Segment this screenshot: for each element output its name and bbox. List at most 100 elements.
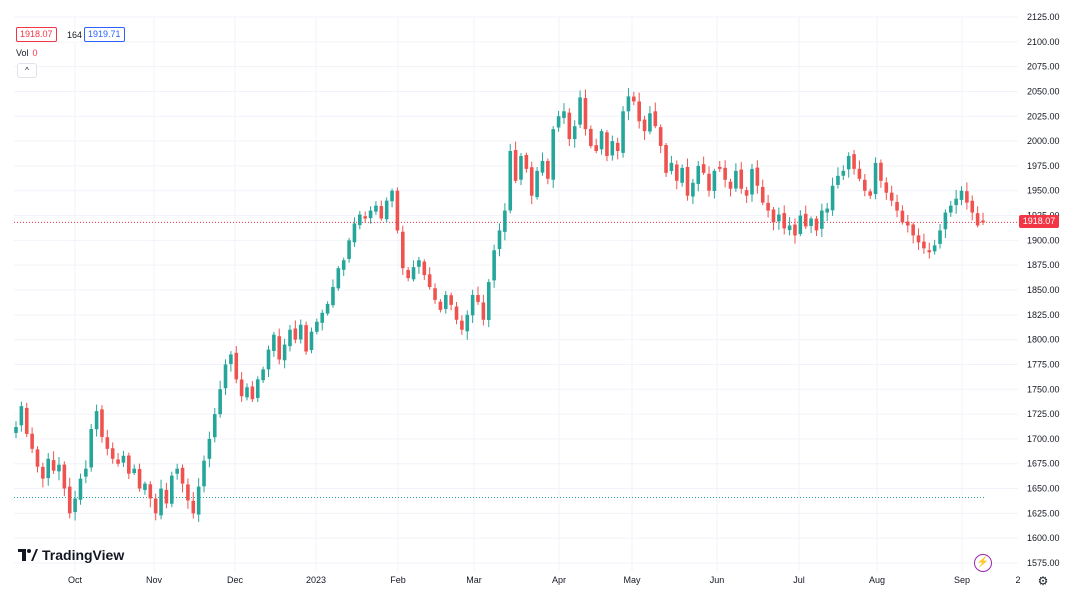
x-tick-label: Jun bbox=[710, 575, 725, 585]
candle-body bbox=[395, 190, 400, 231]
y-tick-label: 1600.00 bbox=[1027, 533, 1060, 543]
candle-body bbox=[938, 230, 942, 244]
candle-body bbox=[836, 175, 840, 185]
y-tick-label: 1700.00 bbox=[1027, 434, 1060, 444]
chart-grid bbox=[14, 16, 1018, 571]
candle-body bbox=[589, 128, 593, 147]
candle-body bbox=[352, 223, 357, 243]
candle-body bbox=[180, 467, 185, 484]
candle-body bbox=[390, 190, 394, 202]
y-tick-label: 1900.00 bbox=[1027, 235, 1060, 245]
candle-body bbox=[245, 387, 249, 398]
candle-body bbox=[863, 179, 867, 191]
collapse-legend-button[interactable]: ^ bbox=[17, 63, 37, 78]
candle-body bbox=[594, 145, 598, 152]
candle-body bbox=[368, 210, 373, 219]
candle-body bbox=[691, 182, 695, 197]
candle-body bbox=[266, 349, 271, 370]
candle-body bbox=[84, 468, 88, 477]
lightning-icon[interactable]: ⚡ bbox=[974, 554, 992, 572]
candle-body bbox=[728, 181, 733, 189]
candle-body bbox=[723, 167, 727, 180]
candle-body bbox=[868, 191, 872, 196]
candle-body bbox=[905, 221, 910, 226]
candle-body bbox=[685, 166, 690, 196]
gear-icon[interactable]: ⚙ bbox=[1037, 574, 1049, 588]
candle-body bbox=[239, 379, 244, 397]
candle-body bbox=[164, 489, 169, 504]
candle-body bbox=[100, 409, 104, 437]
candle-body bbox=[19, 406, 24, 426]
candle-body bbox=[766, 202, 770, 211]
candle-body bbox=[277, 336, 282, 360]
y-tick-label: 1775.00 bbox=[1027, 359, 1060, 369]
candle-body bbox=[529, 167, 534, 196]
candle-body bbox=[24, 407, 29, 434]
time-axis[interactable]: Oct Nov Dec 2023 Feb Mar Apr May Jun Jul Aug Sep 2 bbox=[68, 575, 1021, 585]
candle-body bbox=[857, 168, 862, 179]
candle-body bbox=[782, 213, 787, 229]
y-tick-label: 1725.00 bbox=[1027, 409, 1060, 419]
candle-body bbox=[384, 200, 389, 220]
x-tick-label: Feb bbox=[390, 575, 406, 585]
candle-body bbox=[298, 324, 303, 340]
candle-body bbox=[341, 260, 346, 270]
candle-body bbox=[503, 210, 507, 232]
candle-body bbox=[51, 460, 56, 471]
candle-body bbox=[873, 162, 878, 195]
candle-body bbox=[744, 190, 749, 196]
candle-body bbox=[648, 113, 652, 132]
candle-body bbox=[427, 274, 432, 288]
volume-label: Vol bbox=[16, 48, 29, 58]
price-axis[interactable]: 1575.00 1600.00 1625.00 1650.00 1675.00 1700.… bbox=[1027, 12, 1060, 568]
x-tick-label: Nov bbox=[146, 575, 163, 585]
candle-body bbox=[363, 216, 367, 219]
y-tick-label: 2125.00 bbox=[1027, 12, 1060, 22]
candle-body bbox=[911, 224, 915, 236]
candle-body bbox=[196, 486, 201, 515]
y-tick-label: 2100.00 bbox=[1027, 37, 1060, 47]
candle-body bbox=[212, 414, 217, 438]
candle-body bbox=[325, 303, 330, 314]
candle-body bbox=[132, 468, 136, 474]
candle-body bbox=[207, 438, 212, 459]
candlestick-series bbox=[14, 88, 985, 522]
tradingview-logo[interactable]: TradingView bbox=[18, 547, 124, 563]
candle-body bbox=[556, 116, 561, 128]
candle-body bbox=[169, 475, 174, 504]
candle-body bbox=[315, 321, 319, 332]
candle-body bbox=[798, 215, 803, 235]
candle-body bbox=[476, 295, 480, 302]
candle-body bbox=[583, 98, 588, 130]
candle-body bbox=[94, 411, 99, 430]
candle-body bbox=[696, 165, 701, 184]
candle-body bbox=[255, 379, 260, 399]
candle-body bbox=[680, 167, 684, 183]
candle-body bbox=[153, 498, 158, 514]
candle-body bbox=[358, 214, 362, 226]
x-tick-label: 2 bbox=[1015, 575, 1020, 585]
candle-body bbox=[943, 212, 948, 230]
candle-body bbox=[551, 129, 556, 180]
candle-body bbox=[282, 344, 287, 361]
candle-body bbox=[422, 261, 427, 276]
last-price-tag: 1918.07 bbox=[1019, 215, 1059, 229]
candle-body bbox=[261, 369, 265, 381]
candle-body bbox=[30, 433, 34, 449]
candle-body bbox=[524, 154, 529, 169]
candle-body bbox=[336, 268, 341, 289]
candle-body bbox=[519, 155, 523, 180]
candle-body bbox=[320, 312, 325, 323]
y-tick-label: 1675.00 bbox=[1027, 459, 1060, 469]
candle-body bbox=[137, 469, 142, 489]
candle-body bbox=[653, 111, 658, 127]
candle-body bbox=[777, 214, 781, 222]
candle-body bbox=[304, 325, 308, 352]
candle-body bbox=[411, 267, 416, 280]
candle-body bbox=[626, 96, 631, 112]
candle-body bbox=[293, 328, 298, 340]
x-tick-label: Dec bbox=[227, 575, 244, 585]
candle-body bbox=[272, 334, 276, 351]
candle-body bbox=[658, 127, 663, 147]
